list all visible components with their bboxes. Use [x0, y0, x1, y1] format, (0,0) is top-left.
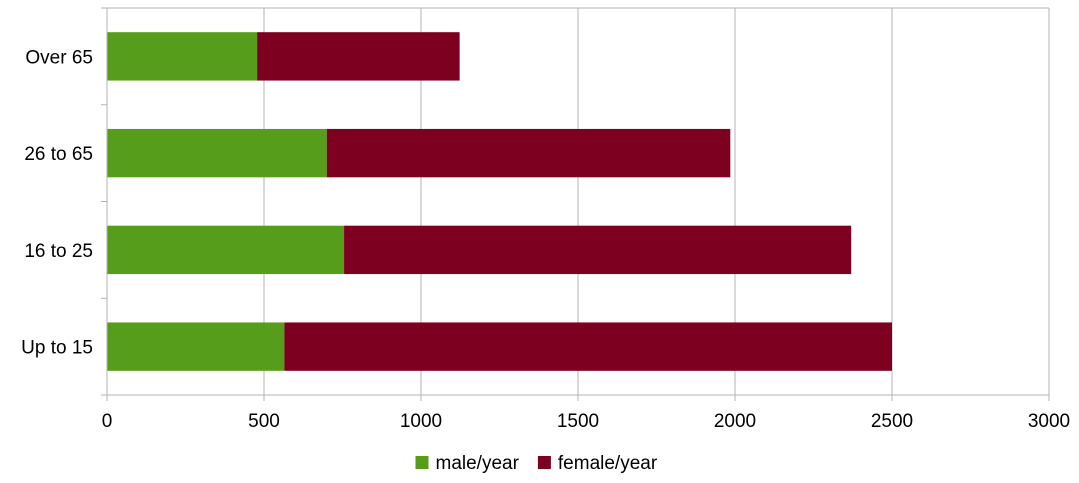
legend: male/year female/year: [415, 453, 658, 474]
legend-label-female: female/year: [558, 453, 658, 474]
bar-female-0: [284, 322, 892, 371]
x-tick-label-1000: 1000: [400, 411, 442, 432]
bar-female-3: [257, 32, 460, 81]
axis-labels: 0 500 1000 1500 2000 2500 3000 Up to 15 16 to 25…: [21, 47, 1070, 432]
category-label-2: 26 to 65: [24, 144, 93, 165]
bar-male-0: [107, 322, 285, 371]
x-tick-label-2500: 2500: [871, 411, 913, 432]
legend-swatch-male: [415, 456, 429, 469]
legend-swatch-female: [537, 456, 551, 469]
x-tick-label-500: 500: [248, 411, 280, 432]
bar-male-2: [107, 128, 327, 178]
bar-male-1: [107, 225, 345, 275]
x-tick-label-0: 0: [102, 411, 113, 432]
x-tick-label-2000: 2000: [714, 411, 756, 432]
x-tick-label-1500: 1500: [557, 411, 599, 432]
axes: [101, 7, 1050, 401]
legend-label-male: male/year: [436, 453, 520, 474]
category-label-0: Up to 15: [21, 338, 93, 359]
bar-male-3: [107, 32, 258, 81]
x-tick-label-3000: 3000: [1028, 411, 1070, 432]
bars: [107, 32, 892, 371]
category-label-1: 16 to 25: [24, 241, 93, 262]
category-label-3: Over 65: [25, 47, 93, 68]
bar-female-2: [326, 128, 731, 178]
bar-female-1: [344, 225, 852, 275]
